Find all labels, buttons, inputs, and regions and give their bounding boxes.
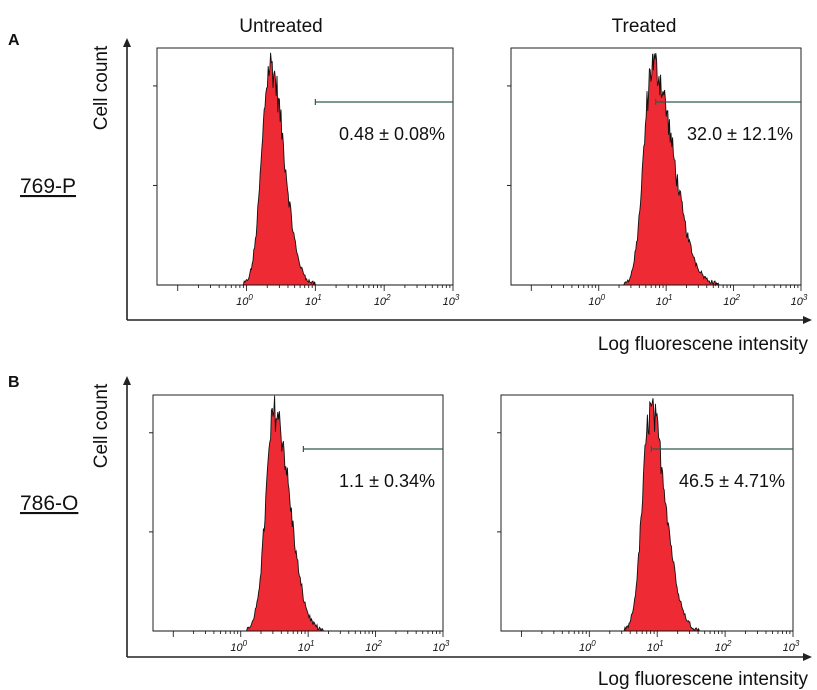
- x-tick-label: 103: [443, 293, 460, 308]
- x-tick-label: 100: [588, 293, 605, 308]
- histogram-panel-b-untreated: 100 101 102 103 1.1 ± 0.34%: [149, 394, 450, 654]
- x-tick-label: 100: [236, 293, 253, 308]
- column-title-treated: Treated: [612, 16, 677, 37]
- gate-percentage-label: 32.0 ± 12.1%: [687, 124, 793, 144]
- x-tick-label: 102: [365, 639, 382, 654]
- x-tick-label: 101: [298, 639, 315, 654]
- gate-percentage-label: 46.5 ± 4.71%: [679, 471, 785, 491]
- x-axis-title-b: Log fluorescene intensity: [598, 669, 809, 690]
- panel-letter-a: A: [8, 32, 20, 49]
- histogram-area: [157, 52, 453, 286]
- row-label-786o: 786-O: [20, 492, 78, 515]
- histogram-panel-a-untreated: 100 101 102 103 0.48 ± 0.08%: [153, 47, 460, 308]
- x-tick-label: 101: [647, 639, 664, 654]
- row-label-769p: 769-P: [20, 175, 76, 198]
- y-axis-title-a: Cell count: [91, 45, 112, 130]
- column-title-untreated: Untreated: [239, 16, 322, 37]
- y-axis-title-b: Cell count: [91, 383, 112, 468]
- gate-percentage-label: 0.48 ± 0.08%: [339, 124, 445, 144]
- x-axis-title-a: Log fluorescene intensity: [598, 334, 809, 355]
- histogram-area: [511, 52, 801, 287]
- histogram-area: [153, 395, 443, 632]
- x-tick-label: 100: [230, 639, 247, 654]
- histogram-panel-b-treated: 100 101 102 103 46.5 ± 4.71%: [497, 394, 800, 654]
- x-tick-label: 101: [656, 293, 673, 308]
- histogram-area: [501, 398, 793, 632]
- x-tick-label: 102: [715, 639, 732, 654]
- x-tick-label: 103: [791, 293, 808, 308]
- x-tick-label: 101: [305, 293, 322, 308]
- x-tick-label: 102: [723, 293, 740, 308]
- plot-frame: [156, 47, 454, 286]
- x-tick-label: 102: [374, 293, 391, 308]
- x-tick-label: 100: [579, 639, 596, 654]
- gate-percentage-label: 1.1 ± 0.34%: [339, 471, 435, 491]
- x-tick-label: 103: [433, 639, 450, 654]
- histogram-panel-a-treated: 100 101 102 103 32.0 ± 12.1%: [507, 47, 808, 308]
- panel-letter-b: B: [8, 374, 20, 391]
- x-tick-label: 103: [783, 639, 800, 654]
